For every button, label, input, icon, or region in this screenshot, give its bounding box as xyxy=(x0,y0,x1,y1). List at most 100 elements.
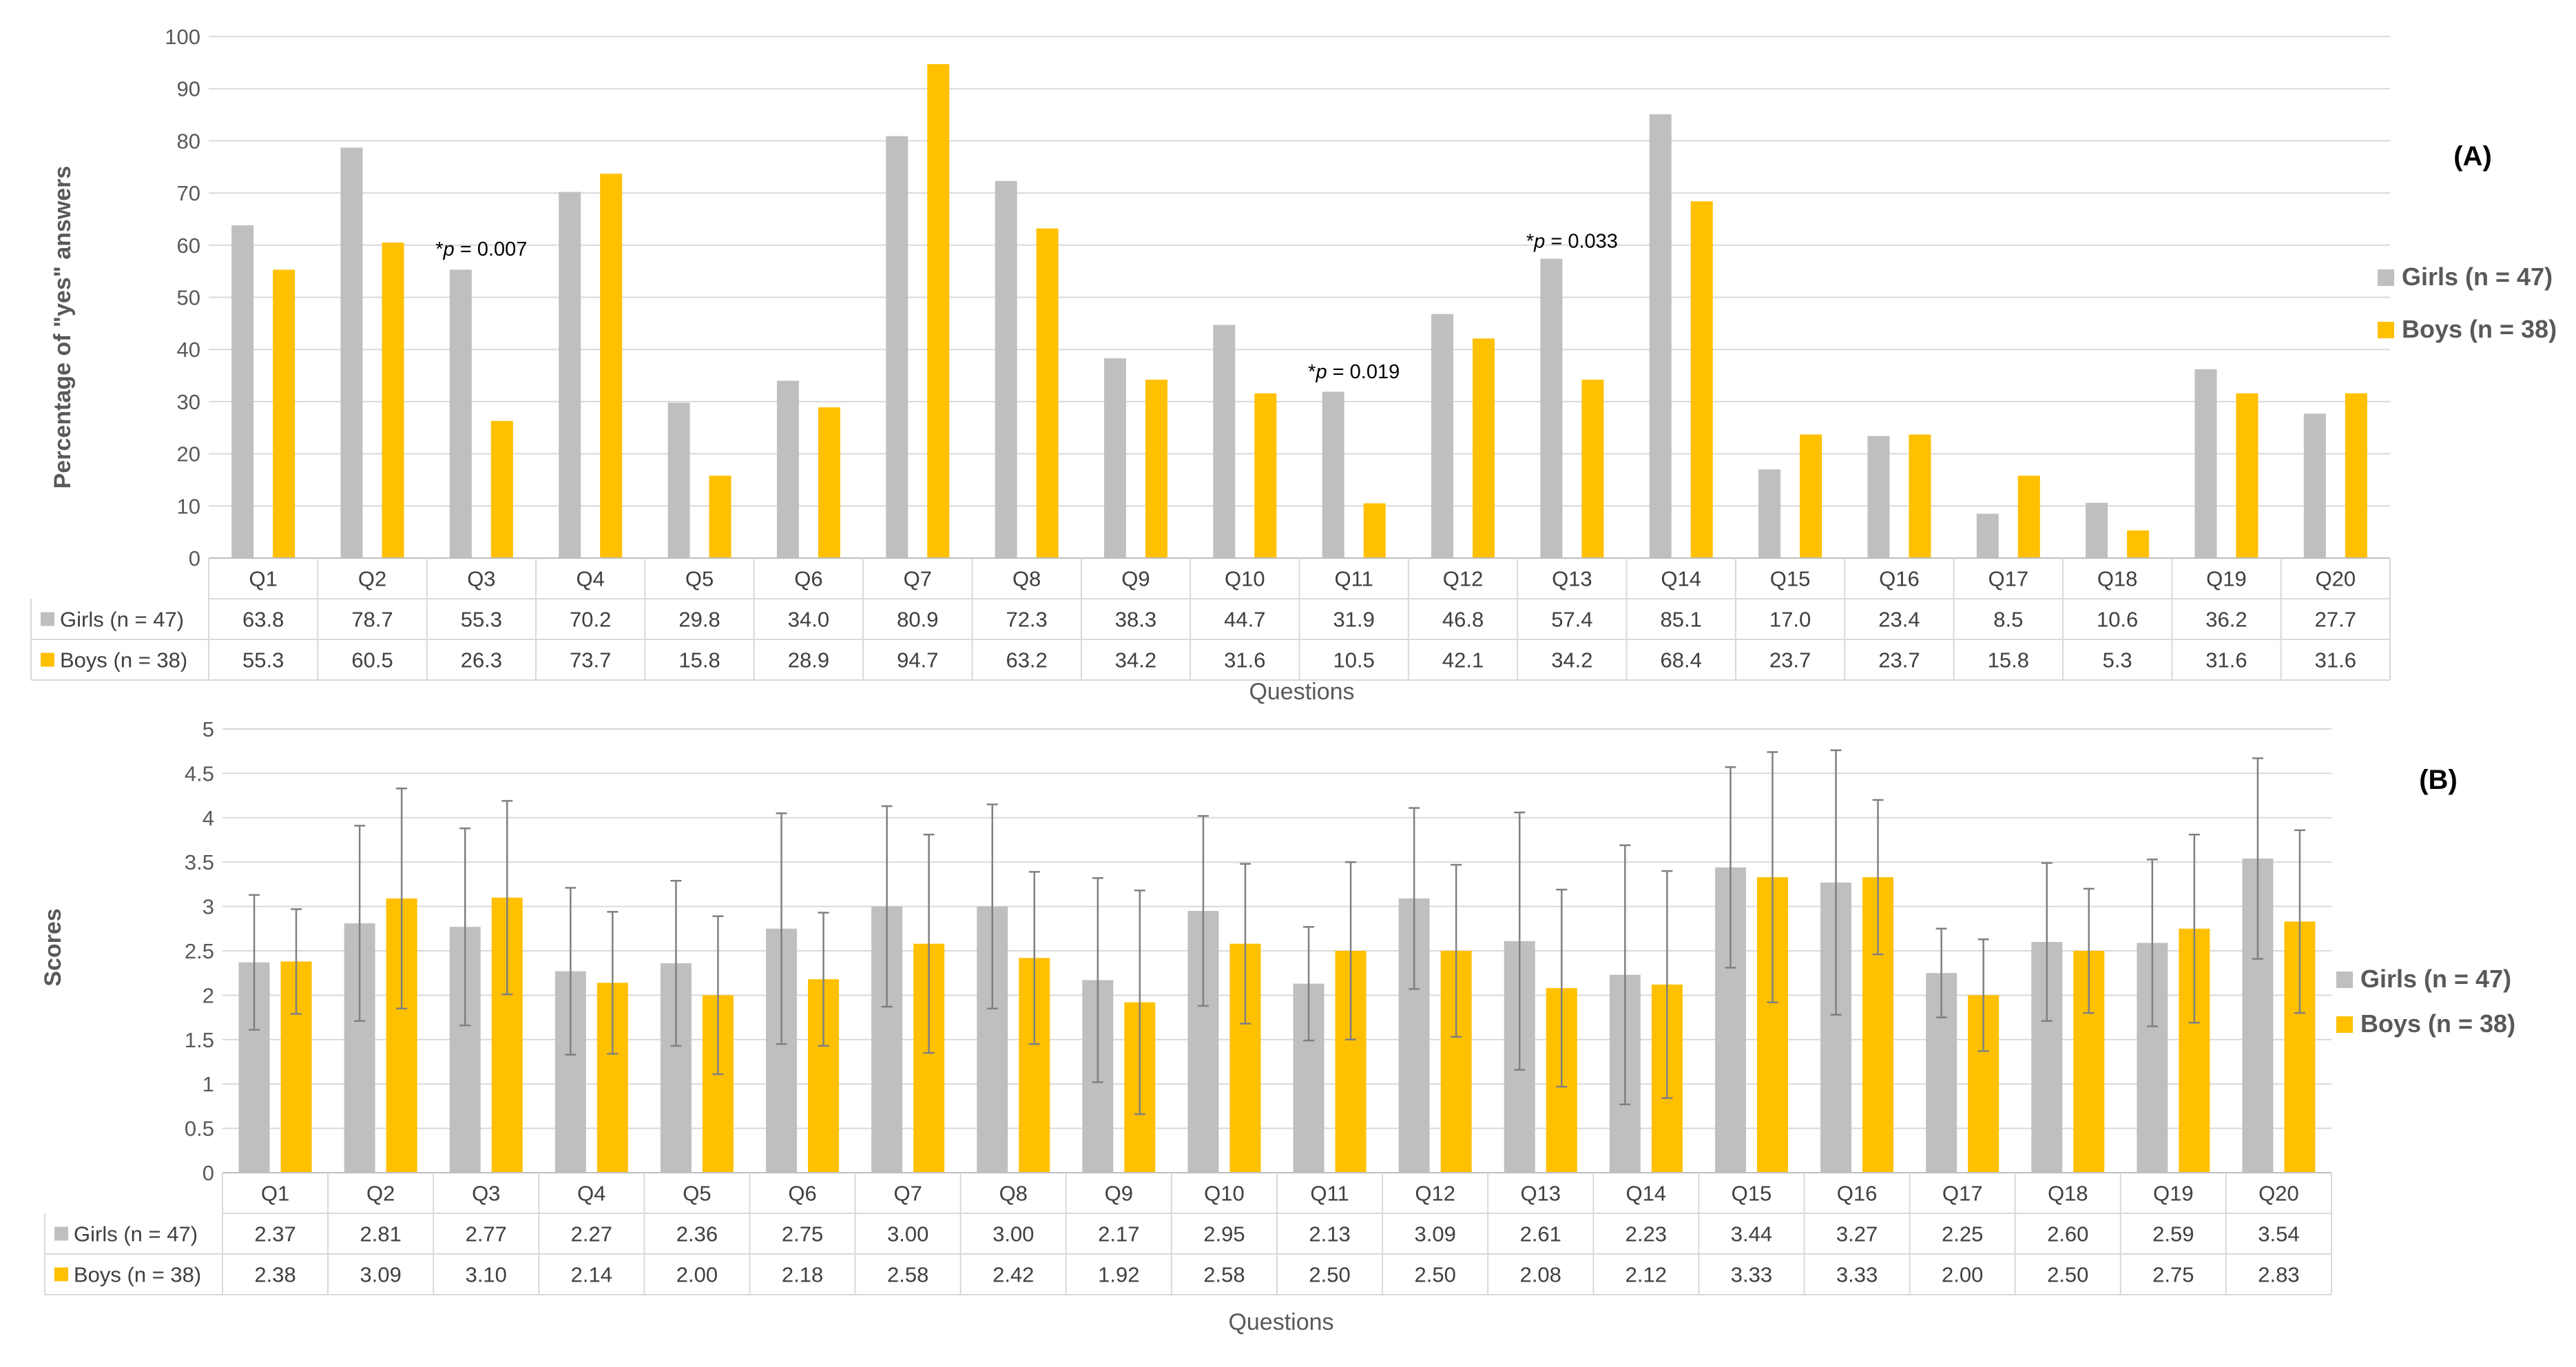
panel-a-p-value-annotation: *p = 0.019 xyxy=(1308,361,1400,383)
panel-b-table-value-girls: 2.37 xyxy=(254,1222,295,1246)
panel-a-bar-boys xyxy=(1581,380,1604,558)
panel-a-ytick-label: 10 xyxy=(177,494,200,518)
panel-a-bar-girls xyxy=(340,147,363,559)
panel-a-table-swatch-boys xyxy=(41,652,54,667)
panel-a-bar-boys xyxy=(709,475,731,558)
panel-a-table-value-boys: 10.5 xyxy=(1333,648,1375,672)
panel-a-bar-girls xyxy=(1103,358,1126,558)
panel-b-category-label: Q8 xyxy=(999,1182,1028,1206)
panel-a-bar-boys xyxy=(1473,338,1495,558)
panel-b-category-label: Q5 xyxy=(683,1182,711,1206)
panel-b-ytick-label: 1.5 xyxy=(185,1028,214,1052)
panel-a-category-label: Q2 xyxy=(358,567,386,591)
panel-a-bar-girls xyxy=(2194,369,2217,558)
panel-b-category-label: Q16 xyxy=(1837,1182,1878,1206)
panel-b-ytick-label: 3 xyxy=(202,895,214,919)
panel-a-bar-girls xyxy=(559,192,581,558)
panel-a-label: (A) xyxy=(2453,141,2492,172)
panel-a-category-label: Q4 xyxy=(577,567,605,591)
panel-b-table-value-boys: 3.33 xyxy=(1836,1263,1878,1287)
panel-a-table-value-girls: 8.5 xyxy=(1993,608,2023,632)
panel-a-bar-boys xyxy=(1254,393,1277,558)
panel-a-bar-boys xyxy=(1909,434,1931,558)
panel-a-category-label: Q1 xyxy=(249,567,277,591)
panel-b-table-value-boys: 1.92 xyxy=(1098,1263,1139,1287)
panel-b-legend-label-girls: Girls (n = 47) xyxy=(2360,965,2511,993)
panel-a-bar-boys xyxy=(490,420,513,558)
panel-a-table-value-girls: 27.7 xyxy=(2315,608,2356,632)
panel-a-ytick-label: 0 xyxy=(189,546,200,571)
panel-b-category-label: Q15 xyxy=(1732,1182,1772,1206)
panel-a-bar-boys xyxy=(2127,530,2150,558)
panel-a-table-value-girls: 44.7 xyxy=(1224,608,1265,632)
panel-a-bar-boys xyxy=(1145,380,1167,558)
panel-a-ytick-label: 20 xyxy=(177,442,200,466)
panel-a-bar-boys xyxy=(2345,393,2367,558)
panel-b-category-label: Q14 xyxy=(1626,1182,1667,1206)
panel-a-bar-girls xyxy=(2303,413,2326,558)
panel-b-ytick-label: 1 xyxy=(202,1072,214,1096)
panel-a-bar-boys xyxy=(1800,434,1822,558)
panel-a-ytick-label: 50 xyxy=(177,286,200,310)
panel-a-bar-girls xyxy=(1758,469,1781,558)
panel-a-table-value-girls: 38.3 xyxy=(1115,608,1156,632)
panel-a-legend-label-girls: Girls (n = 47) xyxy=(2402,263,2553,291)
panel-a-table-value-girls: 55.3 xyxy=(461,608,502,632)
panel-a-table-value-boys: 94.7 xyxy=(897,648,938,672)
panel-b-ytick-label: 0.5 xyxy=(185,1117,214,1141)
panel-b-legend-swatch-boys xyxy=(2336,1016,2353,1033)
panel-a-bar-boys xyxy=(600,174,623,558)
panel-a-bar-girls xyxy=(449,269,472,558)
panel-a-table-value-boys: 60.5 xyxy=(351,648,393,672)
panel-a-table-value-girls: 78.7 xyxy=(351,608,393,632)
panel-a-category-label: Q18 xyxy=(2097,567,2138,591)
panel-b-table-value-boys: 2.50 xyxy=(1414,1263,1455,1287)
panel-b-category-label: Q1 xyxy=(261,1182,289,1206)
panel-b-legend: Girls (n = 47) Boys (n = 38) xyxy=(2336,965,2515,1038)
panel-b-table-value-boys: 2.75 xyxy=(2152,1263,2194,1287)
panel-a-bar-boys xyxy=(1036,228,1059,558)
panel-a-table-value-boys: 34.2 xyxy=(1551,648,1592,672)
panel-b-table-value-girls: 2.25 xyxy=(1942,1222,1983,1246)
panel-b-table-value-boys: 3.10 xyxy=(466,1263,507,1287)
panel-b-table-value-girls: 2.17 xyxy=(1098,1222,1139,1246)
panel-a-table-value-girls: 46.8 xyxy=(1442,608,1484,632)
panel-a-table-value-girls: 57.4 xyxy=(1551,608,1592,632)
panel-b-ylabel: Scores xyxy=(40,908,66,986)
panel-a-table-value-boys: 63.2 xyxy=(1006,648,1047,672)
panel-a-bar-girls xyxy=(1213,325,1236,558)
panel-a-table-value-girls: 34.0 xyxy=(788,608,829,632)
panel-b-table-value-boys: 3.09 xyxy=(360,1263,401,1287)
panel-b-label: (B) xyxy=(2419,765,2458,795)
panel-a-category-label: Q19 xyxy=(2206,567,2247,591)
panel-a-bar-boys xyxy=(2017,475,2040,558)
panel-b-table-value-girls: 2.81 xyxy=(360,1222,401,1246)
panel-a-table-value-girls: 85.1 xyxy=(1661,608,1702,632)
panel-a-category-label: Q12 xyxy=(1443,567,1484,591)
panel-a-plot: 0 10 20 30 40 50 60 70 80 90 100 Q1 63.8 55.3 Q2 78.7 60… xyxy=(30,25,2391,681)
panel-a-ytick-label: 90 xyxy=(177,77,200,101)
panel-a-table-value-boys: 15.8 xyxy=(1988,648,2029,672)
panel-b-xlabel: Questions xyxy=(1228,1309,1333,1335)
panel-a-legend: Girls (n = 47) Boys (n = 38) xyxy=(2378,263,2557,343)
panel-a-table-value-girls: 31.9 xyxy=(1333,608,1375,632)
panel-a-ytick-label: 80 xyxy=(177,129,200,153)
panel-a-table-value-girls: 17.0 xyxy=(1769,608,1811,632)
panel-a-bar-boys xyxy=(818,407,840,558)
panel-b-category-label: Q17 xyxy=(1942,1182,1983,1206)
panel-a-p-value-annotation: *p = 0.007 xyxy=(435,238,527,260)
panel-b-table-value-girls: 2.61 xyxy=(1520,1222,1561,1246)
panel-b-table-value-boys: 2.83 xyxy=(2258,1263,2299,1287)
panel-b-category-label: Q11 xyxy=(1310,1182,1349,1206)
panel-b-table-value-girls: 2.36 xyxy=(676,1222,718,1246)
panel-b-table-value-girls: 3.44 xyxy=(1731,1222,1772,1246)
panel-b-ytick-label: 4 xyxy=(202,806,214,830)
panel-a-category-label: Q16 xyxy=(1879,567,1920,591)
panel-b-table-value-boys: 2.50 xyxy=(2047,1263,2088,1287)
panel-a-bar-girls xyxy=(1322,391,1344,558)
panel-a-bar-boys xyxy=(273,269,295,558)
panel-a-table-value-boys: 31.6 xyxy=(2205,648,2247,672)
panel-a-legend-swatch-boys xyxy=(2378,322,2394,338)
panel-b-table-value-boys: 2.00 xyxy=(1942,1263,1983,1287)
